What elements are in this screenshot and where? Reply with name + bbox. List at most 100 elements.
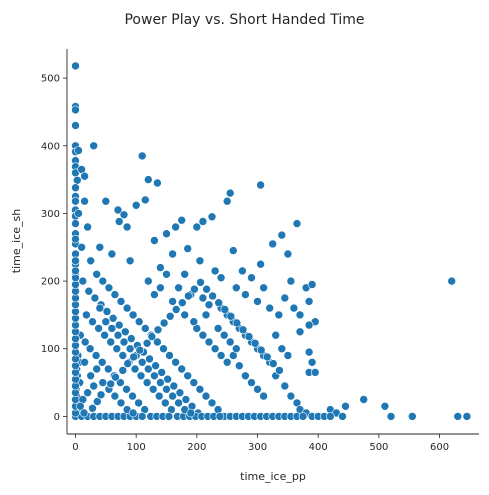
scatter-point [168,391,177,401]
scatter-point [216,273,226,283]
scatter-point [232,318,242,328]
scatter-point [104,283,114,293]
scatter-point [79,408,89,418]
scatter-point [277,230,287,240]
scatter-point [198,217,208,226]
scatter-point [277,344,287,354]
scatter-point [71,234,80,244]
scatter-point [95,303,105,313]
scatter-point [125,344,135,354]
scatter-point [119,337,129,347]
scatter-point [271,330,281,340]
scatter-point [222,357,232,367]
scatter-point [144,175,153,184]
scatter-point [98,276,108,286]
scatter-point [168,249,177,259]
scatter-point [256,345,266,355]
scatter-point [295,310,305,320]
scatter-point [153,178,162,188]
scatter-point [116,378,125,387]
y-tick-label: 300 [41,209,60,220]
scatter-point [380,401,390,411]
chart-title: Power Play vs. Short Handed Time [124,12,364,28]
scatter-point [112,344,122,354]
scatter-point [129,352,138,362]
scatter-point [171,222,180,232]
scatter-point [180,269,189,279]
scatter-point [286,276,296,286]
scatter-point [130,364,140,374]
scatter-point [307,280,317,289]
scatter-point [180,310,189,320]
scatter-point [307,357,317,367]
scatter-point [207,212,217,222]
scatter-point [113,205,123,215]
scatter-point [73,176,82,185]
scatter-point [265,303,275,313]
scatter-point [141,195,150,205]
scatter-point [150,236,159,245]
scatter-point [80,196,89,206]
scatter-point [216,351,226,360]
scatter-point [128,310,138,320]
scatter-point [283,249,293,259]
scatter-point [325,412,335,421]
scatter-point [153,337,162,347]
scatter-point [222,196,232,206]
scatter-point [256,180,265,190]
scatter-point [122,303,132,313]
scatter-point [214,298,223,308]
scatter-point [341,401,350,411]
scatter-point [127,334,136,343]
scatter-point [108,313,118,323]
scatter-point [204,337,214,347]
scatter-point [259,391,268,401]
scatter-point [226,311,236,321]
scatter-point [283,351,293,360]
scatter-point [144,364,153,374]
scatter-point [157,368,166,377]
scatter-point [174,283,183,293]
scatter-point [89,141,98,151]
scatter-point [304,297,314,306]
scatter-point [71,266,80,276]
scatter-point [76,401,85,411]
scatter-point [174,398,183,408]
scatter-point [165,351,174,360]
scatter-point [292,219,302,228]
x-tick-label: 600 [430,442,449,453]
scatter-point [82,310,91,320]
scatter-point [71,219,80,228]
scatter-point [229,246,238,255]
scatter-point [165,311,175,321]
scatter-point [238,266,247,276]
scatter-point [247,378,256,387]
scatter-point [250,338,260,348]
scatter-point [163,374,172,384]
scatter-point [262,352,272,362]
scatter-point [169,381,179,391]
scatter-point [134,398,143,408]
scatter-point [201,391,211,401]
scatter-point [123,359,132,368]
scatter-point [453,412,463,421]
scatter-point [118,351,128,360]
scatter-point [225,188,235,198]
scatter-point [113,330,123,340]
scatter-point [131,201,141,210]
scatter-point [275,366,284,375]
scatter-point [253,384,262,394]
scatter-point [71,256,80,266]
scatter-point [85,344,95,354]
scatter-point [183,371,192,381]
scatter-point [210,344,220,354]
y-tick-label: 200 [41,277,60,288]
scatter-point [232,344,241,354]
scatter-point [74,146,83,155]
scatter-point [298,412,308,421]
scatter-point [259,283,268,293]
scatter-point [86,256,95,266]
scatter-point [213,324,223,333]
scatter-point [110,391,120,401]
scatter-point [80,171,89,181]
